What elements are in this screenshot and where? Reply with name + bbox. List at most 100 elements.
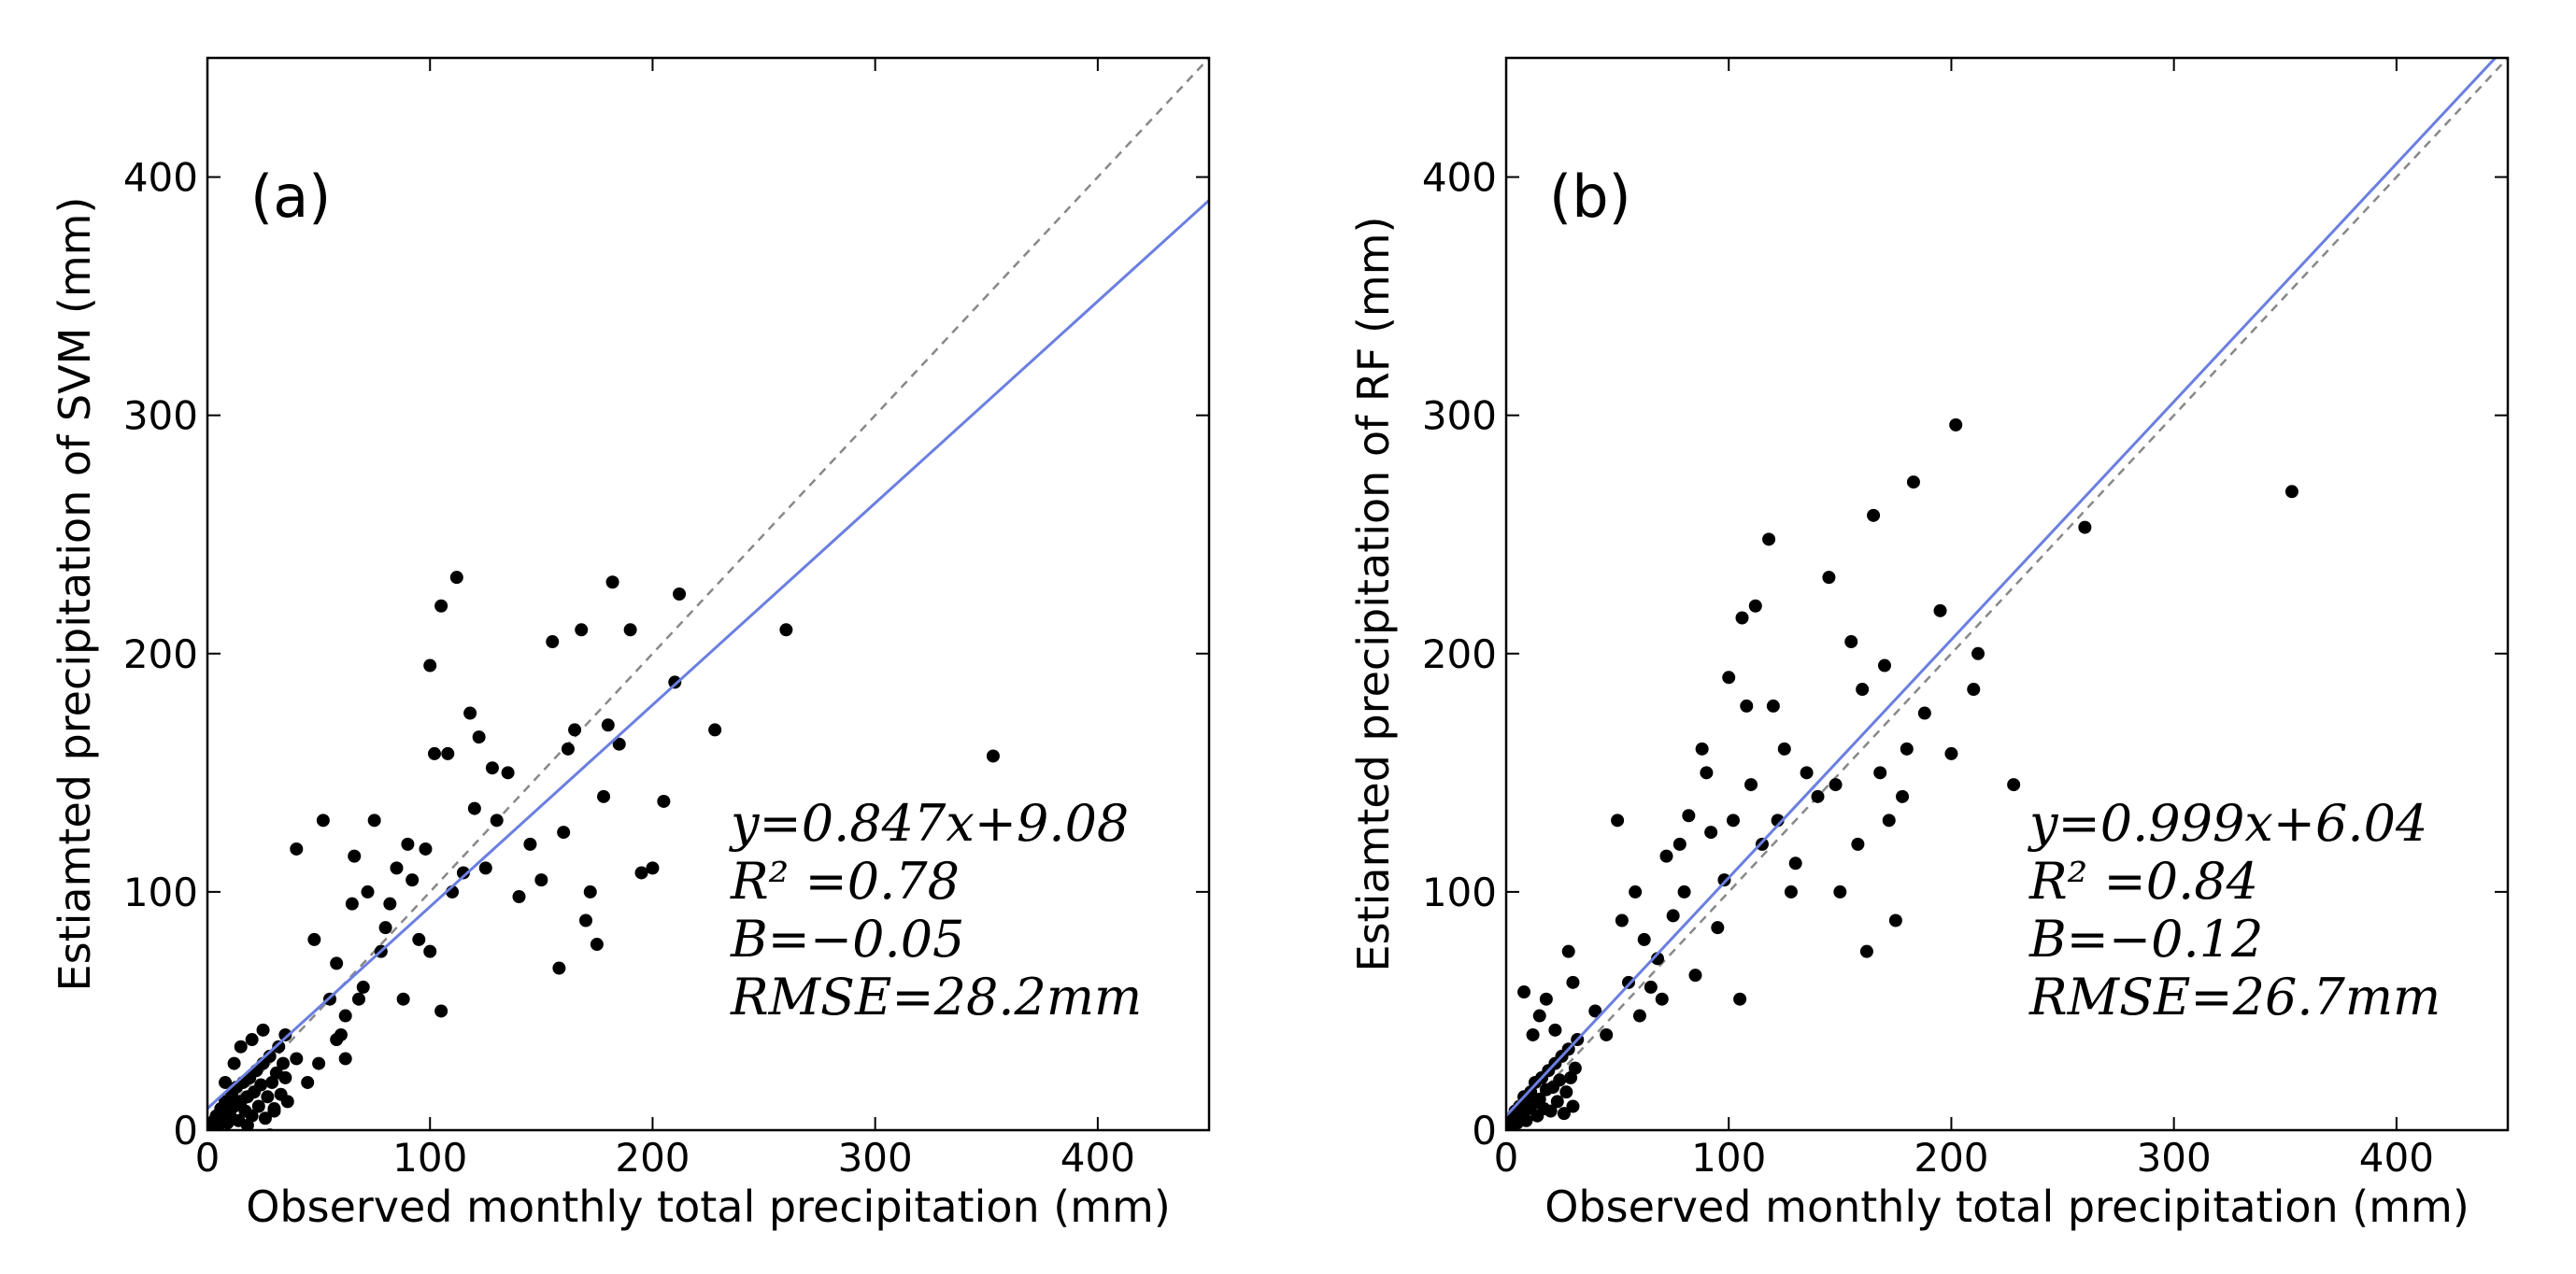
panel-a-rmse: RMSE=28.2mm xyxy=(730,968,1142,1026)
panel-b-point xyxy=(1949,418,1963,432)
panel-b-point xyxy=(1722,671,1736,685)
panel-a-point xyxy=(605,575,619,589)
panel-b-point xyxy=(1967,683,1981,697)
panel-a-point xyxy=(534,873,548,887)
panel-a-point xyxy=(601,718,615,732)
panel-a-point xyxy=(378,921,392,935)
panel-a-label: (a) xyxy=(250,163,331,231)
panel-b-x-tick-label: 300 xyxy=(2137,1135,2212,1181)
panel-a-point xyxy=(278,1070,292,1084)
panel-b-point xyxy=(1532,1009,1546,1023)
panel-a-point xyxy=(219,1075,233,1089)
panel-a-x-tick-label: 300 xyxy=(838,1135,913,1181)
panel-a-point xyxy=(367,814,381,828)
panel-a-point xyxy=(278,1027,292,1041)
panel-a-point xyxy=(348,849,362,863)
panel-a-point xyxy=(456,866,470,880)
panel-a-point xyxy=(267,1104,281,1118)
panel-b-y-tick-label: 200 xyxy=(1422,631,1497,677)
panel-b-point xyxy=(1704,826,1718,840)
panel-b-point xyxy=(2007,778,2021,792)
panel-a-point xyxy=(330,956,344,970)
panel-a-point xyxy=(434,599,448,613)
panel-a-point xyxy=(276,1056,290,1070)
panel-a-point xyxy=(612,737,626,751)
panel-a-point xyxy=(290,1052,304,1066)
panel-a-x-tick-label: 200 xyxy=(615,1135,690,1181)
panel-a-x-tick-label: 400 xyxy=(1060,1135,1135,1181)
panel-b-point xyxy=(1655,992,1669,1006)
panel-b-y-tick-label: 100 xyxy=(1422,870,1497,915)
panel-a-point xyxy=(434,1004,448,1018)
panel-a-point xyxy=(427,746,441,760)
panel-b-point xyxy=(1900,742,1914,756)
panel-a-point xyxy=(290,842,304,856)
panel-b-point xyxy=(1788,856,1802,871)
panel-a-point xyxy=(412,932,426,946)
panel-a-y-tick-label: 400 xyxy=(123,155,198,201)
panel-a-point xyxy=(234,1040,248,1054)
panel-b-point xyxy=(1888,913,1902,927)
panel-b-point xyxy=(1588,1004,1602,1018)
panel-b-point xyxy=(1561,944,1575,958)
panel-a-point xyxy=(401,837,415,851)
panel-b-point xyxy=(1677,885,1691,899)
panel-a-point xyxy=(254,1078,268,1092)
panel-b-point xyxy=(1553,1073,1567,1087)
panel-a-x-axis-label: Observed monthly total precipitation (mm… xyxy=(246,1182,1171,1232)
panel-b-equation: y=0.999x+6.04 xyxy=(2028,794,2427,853)
panel-b-rmse: RMSE=26.7mm xyxy=(2028,968,2441,1026)
panel-a-point xyxy=(258,1111,272,1125)
panel-b-point xyxy=(1867,508,1881,522)
panel-b-r-squared: R² =0.84 xyxy=(2028,852,2258,911)
panel-a-point xyxy=(356,980,370,994)
panel-b-point xyxy=(1539,992,1553,1006)
panel-b-point xyxy=(1695,742,1709,756)
panel-b-point xyxy=(1548,1023,1562,1037)
panel-b-point xyxy=(1557,1107,1571,1121)
panel-a-point xyxy=(501,766,515,780)
panel-b-y-tick-label: 400 xyxy=(1422,155,1497,201)
panel-a-point xyxy=(561,742,575,756)
panel-b-point xyxy=(1882,814,1896,828)
panel-a-point xyxy=(779,623,793,637)
panel-b-fit-line xyxy=(1506,58,2498,1117)
panel-a-point xyxy=(478,861,492,875)
panel-a-y-tick-label: 100 xyxy=(123,870,198,915)
panel-b-point xyxy=(1877,658,1891,672)
panel-b-point xyxy=(1566,975,1580,989)
panel-b-point xyxy=(1566,1099,1580,1113)
panel-a-point xyxy=(396,992,410,1006)
panel-b-point xyxy=(1735,611,1749,625)
panel-a-point xyxy=(590,938,604,952)
panel-b-point xyxy=(1519,1113,1533,1127)
panel-a-point xyxy=(986,749,1000,763)
panel-a-point xyxy=(646,861,660,875)
panel-b-point xyxy=(1568,1061,1582,1075)
panel-a-point xyxy=(668,675,682,689)
panel-a-svm: 0 100 200 300 400 0 100 200 300 400 (a) Observed … xyxy=(50,56,1211,1232)
panel-b-point xyxy=(1944,746,1958,760)
panel-a-point xyxy=(338,1009,352,1023)
panel-a-point xyxy=(263,1049,277,1063)
panel-b-bias: B=−0.12 xyxy=(2028,910,2263,969)
panel-a-point xyxy=(583,885,597,899)
panel-a-point xyxy=(423,944,437,958)
panel-b-point xyxy=(1917,706,1931,720)
panel-b-x-tick-label: 100 xyxy=(1691,1135,1766,1181)
panel-b-point xyxy=(1688,969,1702,983)
panel-b-point xyxy=(1550,1095,1564,1109)
panel-a-point xyxy=(578,913,592,927)
panel-a-point xyxy=(312,1056,326,1070)
panel-b-point xyxy=(1600,1027,1614,1041)
panel-b-point xyxy=(1632,1009,1646,1023)
panel-a-reference-line xyxy=(207,58,1209,1130)
panel-a-point xyxy=(552,961,566,975)
panel-a-point xyxy=(272,1040,286,1054)
panel-b-x-tick-label: 200 xyxy=(1914,1135,1988,1181)
panel-b-reference-line xyxy=(1506,58,2508,1130)
panel-a-r-squared: R² =0.78 xyxy=(730,852,960,911)
panel-b-ticks: 0 100 200 300 400 0 100 200 300 400 xyxy=(1422,58,2508,1181)
panel-a-point xyxy=(449,571,463,585)
